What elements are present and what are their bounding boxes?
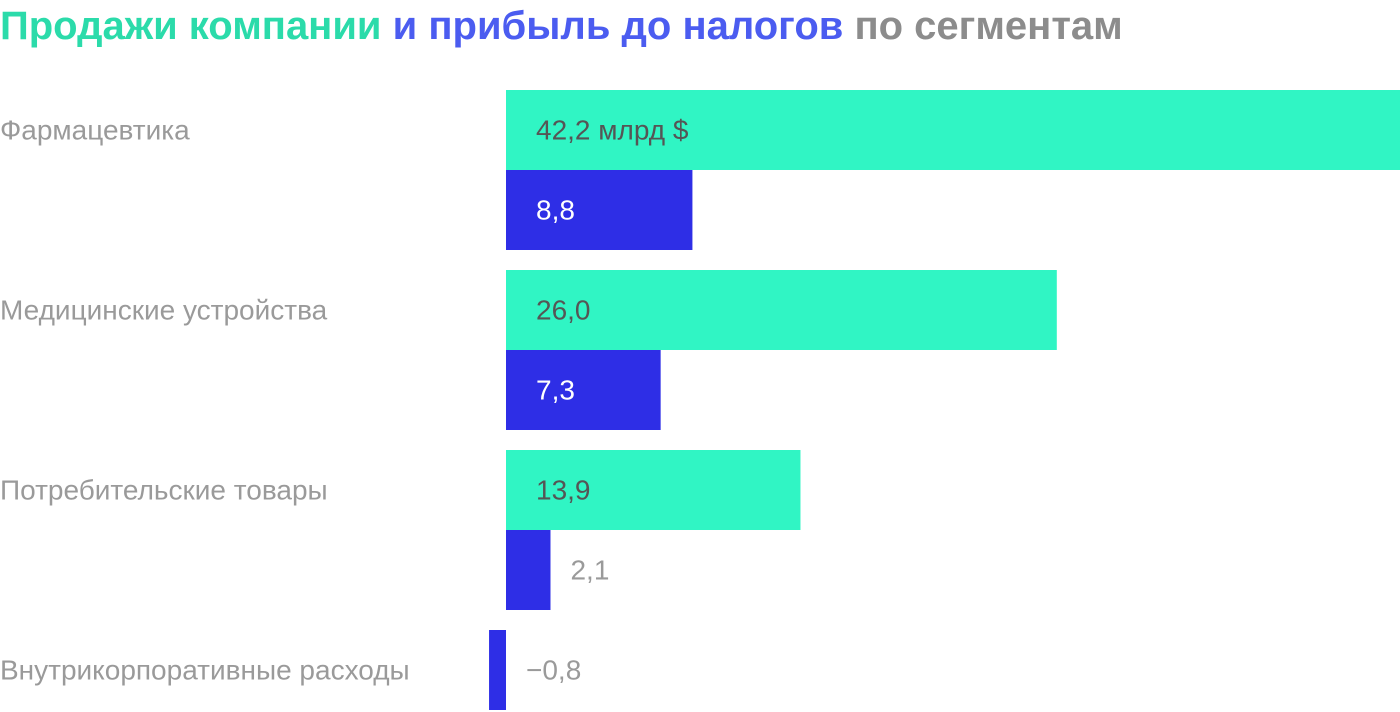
title-rest-part: по сегментам	[854, 4, 1123, 48]
sales-bar	[506, 90, 1400, 170]
category-label: Фармацевтика	[0, 115, 190, 146]
profit-bar	[506, 530, 551, 610]
profit-value-label: 2,1	[570, 555, 609, 586]
category-label: Потребительские товары	[0, 475, 328, 506]
sales-bar	[506, 450, 801, 530]
title-sales-part: Продажи компании	[0, 4, 382, 48]
category-label: Медицинские устройства	[0, 295, 328, 326]
profit-bar	[506, 170, 693, 250]
chart-title: Продажи компании и прибыль до налогов по…	[0, 2, 1123, 50]
profit-bar	[506, 350, 661, 430]
profit-bar	[489, 630, 506, 710]
profit-value-label: 7,3	[536, 375, 575, 406]
sales-value-label: 42,2 млрд $	[536, 115, 689, 146]
title-profit-part: и прибыль до налогов	[392, 4, 844, 48]
sales-bar	[506, 270, 1057, 350]
profit-value-label: −0,8	[526, 655, 581, 686]
category-label: Внутрикорпоративные расходы	[0, 655, 410, 686]
sales-value-label: 26,0	[536, 295, 591, 326]
sales-value-label: 13,9	[536, 475, 591, 506]
profit-value-label: 8,8	[536, 195, 575, 226]
